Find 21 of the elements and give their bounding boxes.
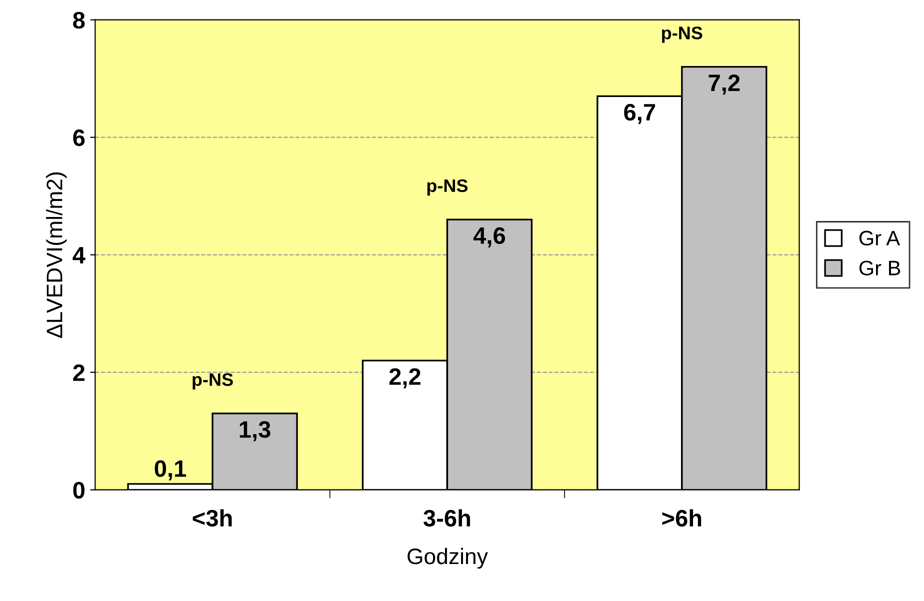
annotation: p-NS bbox=[192, 373, 233, 390]
legend-label: Gr A bbox=[859, 230, 900, 246]
y-tick-label: 2 bbox=[73, 364, 85, 381]
legend-label: Gr B bbox=[859, 260, 900, 276]
y-axis-title: ΔLVEDVI(ml/m2) bbox=[46, 172, 67, 338]
annotation: p-NS bbox=[427, 179, 468, 196]
x-tick-label: 3-6h bbox=[423, 509, 470, 527]
data-label: 1,3 bbox=[240, 421, 270, 442]
data-label: 4,6 bbox=[473, 227, 506, 248]
y-tick-label: 4 bbox=[72, 247, 86, 264]
x-tick-label: >6h bbox=[662, 509, 702, 527]
y-tick-label: 6 bbox=[73, 129, 85, 146]
data-label: 7,2 bbox=[708, 74, 740, 95]
x-tick-label: <3h bbox=[192, 509, 232, 527]
x-axis-title: Godziny bbox=[408, 548, 488, 569]
data-label: 6,7 bbox=[624, 104, 656, 124]
y-tick-label: 0 bbox=[73, 482, 84, 499]
annotation: p-NS bbox=[662, 26, 702, 43]
data-label: 2,2 bbox=[389, 368, 420, 388]
y-tick-label: 8 bbox=[73, 12, 85, 29]
data-label: 0,1 bbox=[154, 460, 186, 480]
